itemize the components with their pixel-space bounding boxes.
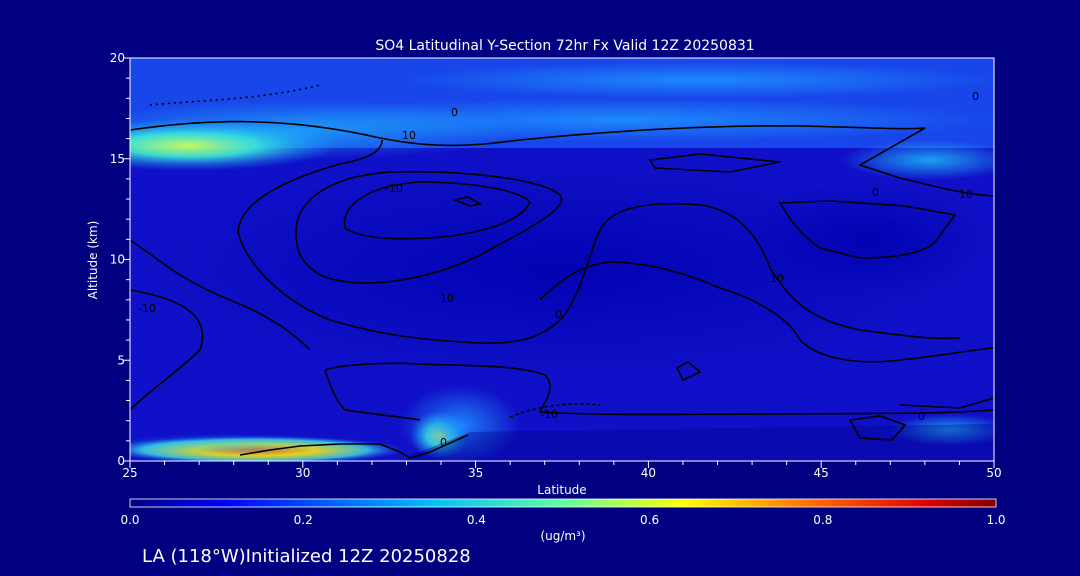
y-tick-label: 15 [110, 152, 125, 166]
contour-label: 10 [402, 129, 416, 142]
contour-label: 0 [440, 436, 447, 449]
y-tick-label: 5 [117, 353, 125, 367]
contour-line [778, 200, 957, 259]
contour-label: 0 [555, 308, 562, 321]
y-tick-label: 10 [110, 253, 125, 267]
x-axis-label: Latitude [537, 483, 586, 497]
right-surface-plume [890, 414, 994, 446]
x-tick-label: 50 [986, 466, 1001, 480]
upper-left-halo [130, 100, 520, 160]
contour-line [452, 196, 483, 207]
terrain [130, 424, 994, 461]
contour-label: 10 [440, 292, 454, 305]
colorbar-tick-label: 0.0 [120, 513, 139, 527]
x-tick-label: 45 [814, 466, 829, 480]
upper-band-shading [400, 62, 994, 98]
contour-line [324, 362, 994, 416]
colorbar-tick-label: 0.6 [640, 513, 659, 527]
contour-line [130, 239, 311, 351]
contour-line [648, 153, 781, 173]
contour-line [149, 84, 321, 106]
contour-line [130, 289, 204, 411]
colorbar-label: (ug/m³) [540, 529, 585, 543]
contour-label: 0 [918, 410, 925, 423]
x-tick-label: 30 [295, 466, 310, 480]
upper-right-patch [840, 140, 994, 180]
x-tick-label: 40 [641, 466, 656, 480]
x-tick-label: 25 [122, 466, 137, 480]
contour-label: 0 [872, 186, 879, 199]
contour-label: 10 [959, 188, 973, 201]
colorbar-tick-label: 1.0 [986, 513, 1005, 527]
plot-area: 0 10 0 10 10 10 -10 -10 -10 0 0 0 0 [130, 58, 994, 461]
contour-line [324, 369, 421, 421]
surface-halo [130, 434, 360, 458]
contour-line [237, 139, 961, 344]
chart-title: SO4 Latitudinal Y-Section 72hr Fx Valid … [375, 38, 754, 54]
y-tick-label: 0 [117, 454, 125, 468]
contour-line [848, 415, 907, 441]
contour-label: -10 [540, 408, 558, 421]
contour-lines [130, 84, 994, 459]
mountain-plume-halo [400, 385, 520, 461]
contour-labels: 0 10 0 10 10 10 -10 -10 -10 0 0 0 0 [138, 90, 979, 449]
colorbar-tick-label: 0.2 [294, 513, 313, 527]
contour-label: 10 [770, 272, 784, 285]
footer-text: LA (118°W)Initialized 12Z 20250828 [142, 546, 471, 567]
contour-line [130, 120, 994, 197]
contour-line [295, 170, 563, 284]
y-axis-label: Altitude (km) [86, 221, 100, 300]
contour-line [343, 181, 531, 240]
axes: 25 30 35 40 45 50 0 5 10 15 20 [110, 51, 1002, 480]
contour-label: -10 [138, 302, 156, 315]
colorbar-tick-label: 0.4 [467, 513, 486, 527]
contour-label: 0 [451, 106, 458, 119]
contour-line [409, 434, 469, 459]
y-tick-label: 20 [110, 51, 125, 65]
contour-line [899, 397, 994, 409]
colorbar [129, 498, 997, 508]
x-tick-label: 35 [468, 466, 483, 480]
contour-label: 0 [972, 90, 979, 103]
colorbar-ticks: 0.0 0.2 0.4 0.6 0.8 1.0 [120, 513, 1005, 527]
contour-line [539, 261, 994, 363]
contour-line [675, 361, 702, 382]
colorbar-tick-label: 0.8 [813, 513, 832, 527]
contour-label: -10 [385, 182, 403, 195]
contour-line [239, 443, 411, 459]
